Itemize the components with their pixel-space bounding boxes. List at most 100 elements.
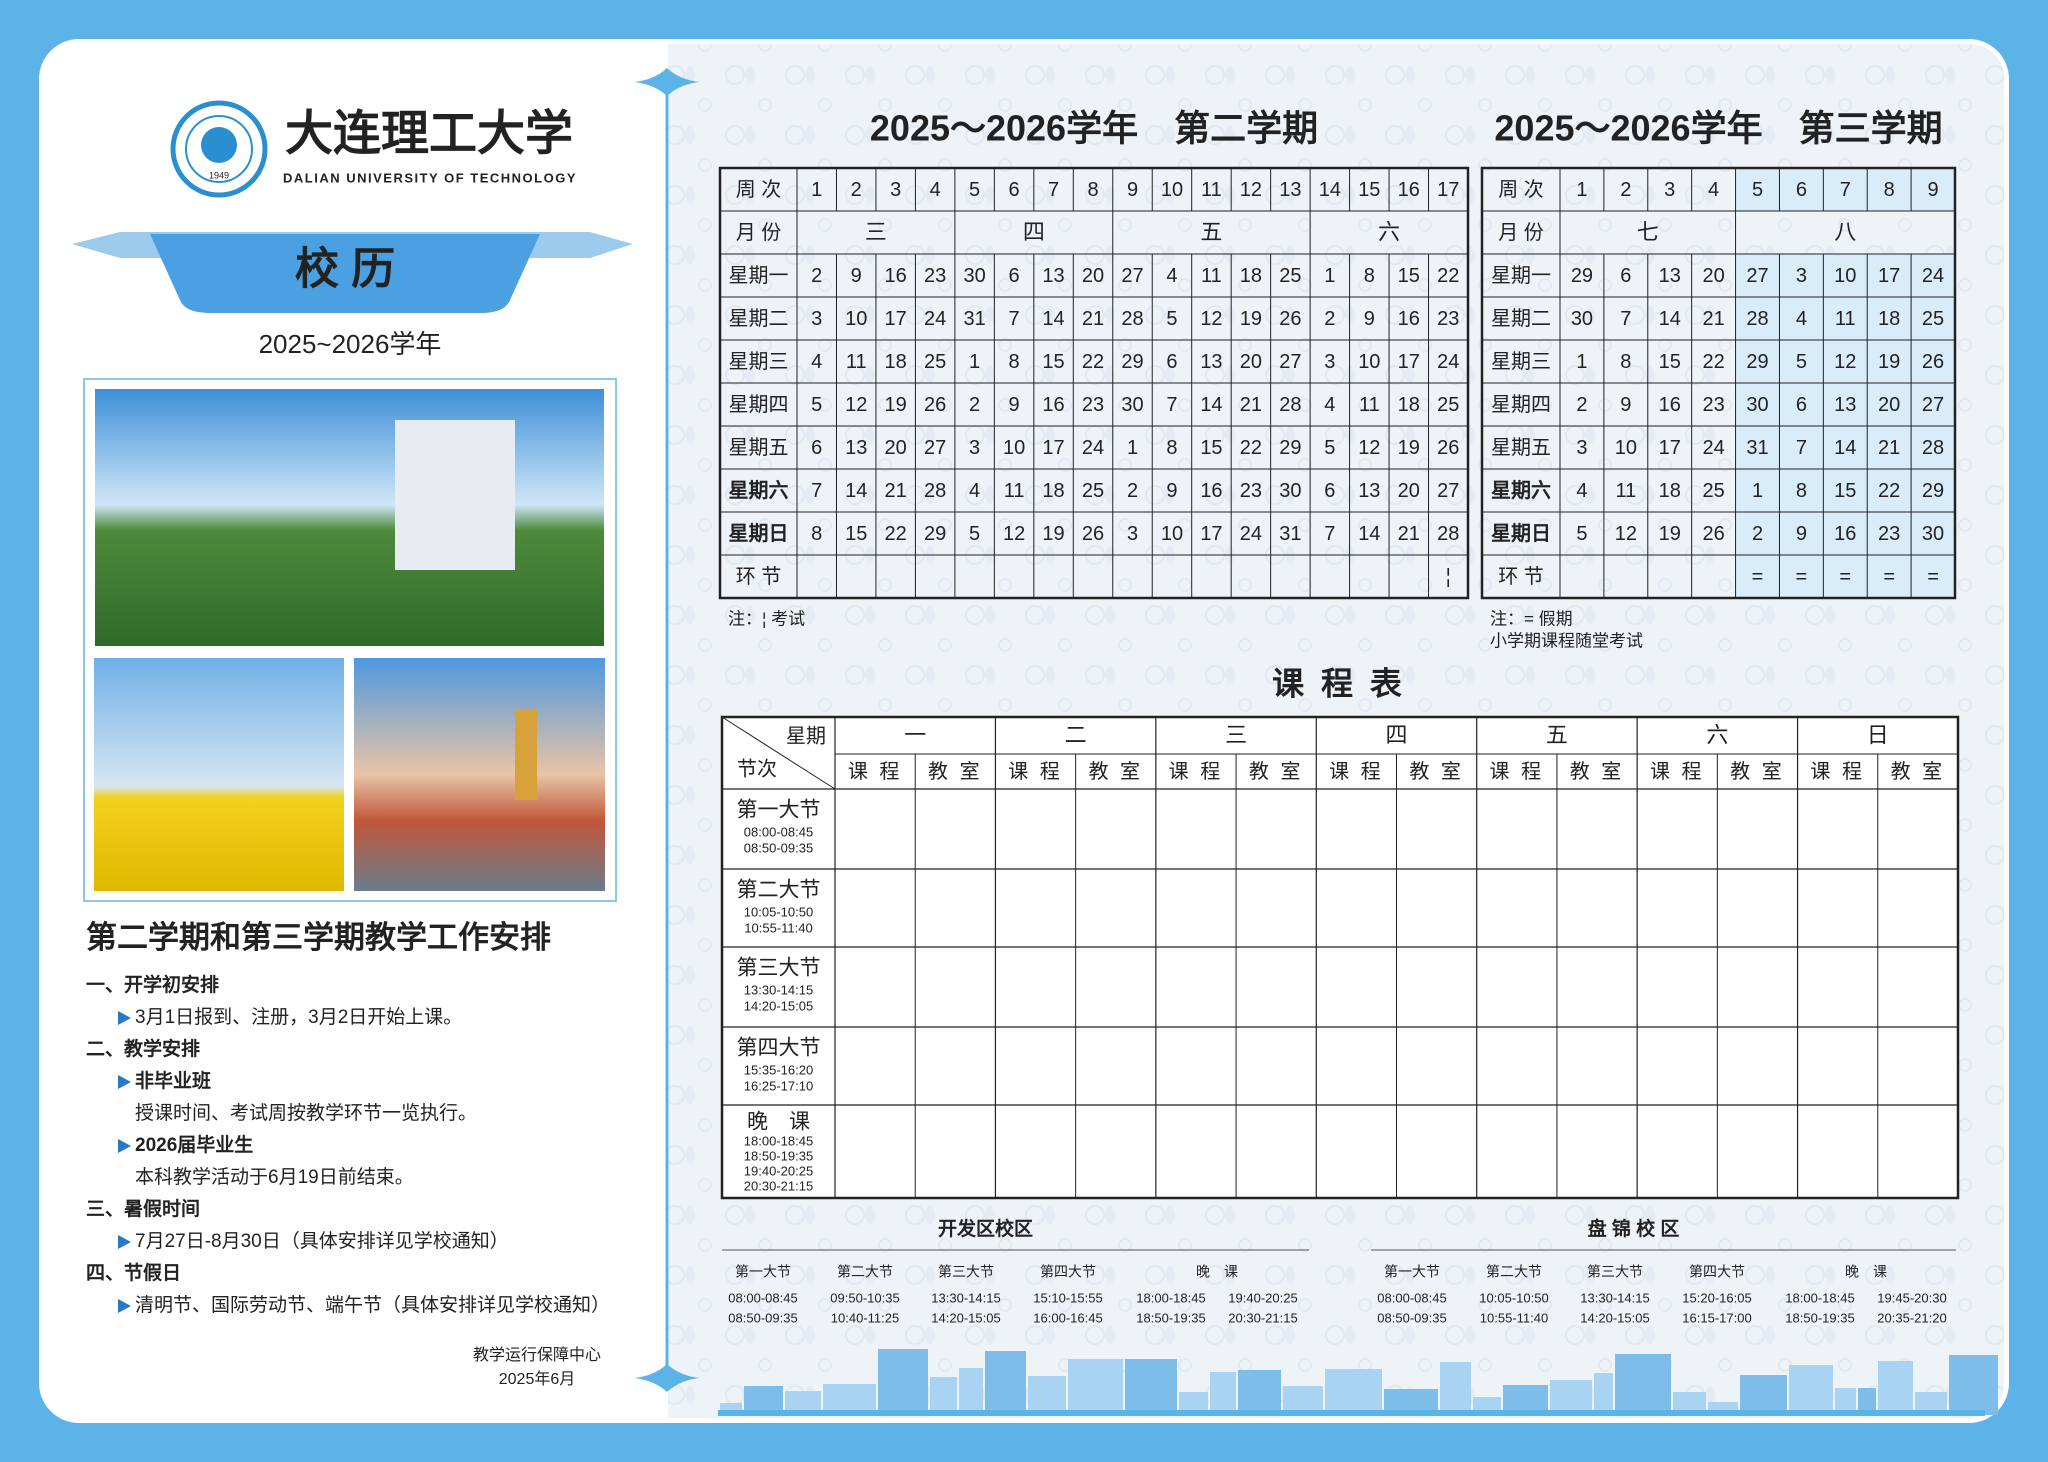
date: 24	[924, 308, 946, 330]
skyline-building	[1238, 1370, 1281, 1415]
date: 23	[1878, 523, 1900, 545]
date: 10	[845, 308, 867, 330]
period-time: 10:55-11:40	[744, 920, 812, 935]
date: 16	[885, 265, 907, 287]
day-name: 三	[1225, 722, 1247, 747]
room-label: 教 室	[1570, 760, 1625, 783]
campus-period: 第一大节	[735, 1264, 791, 1280]
date: 17	[1659, 437, 1681, 459]
date: 18	[1240, 265, 1262, 287]
date: 14	[1358, 523, 1380, 545]
date: 16	[1659, 394, 1681, 416]
period-time: 08:50-09:35	[744, 840, 813, 855]
date: 23	[1082, 394, 1104, 416]
room-label: 教 室	[1730, 760, 1785, 783]
date: 13	[1358, 480, 1380, 502]
calendar-heading: 2025～2026学年 第二学期	[870, 108, 1318, 149]
date: 6	[1009, 265, 1020, 287]
month-label: 月 份	[1498, 221, 1544, 244]
date: 8	[811, 523, 822, 545]
week-label: 周 次	[1498, 178, 1544, 201]
date: 29	[924, 523, 946, 545]
date: 31	[1279, 523, 1301, 545]
weekday-label: 星期六	[729, 479, 789, 502]
date: 22	[1082, 351, 1104, 373]
date: 15	[1659, 351, 1681, 373]
date: 4	[1166, 265, 1177, 287]
date: 25	[924, 351, 946, 373]
skyline-building	[1028, 1376, 1066, 1415]
arrangement-title: 第二学期和第三学期教学工作安排	[86, 920, 551, 955]
date: 19	[1659, 523, 1681, 545]
campus-time: 13:30-14:15	[931, 1290, 1000, 1305]
date: 28	[1279, 394, 1301, 416]
date: 11	[846, 351, 867, 373]
date: 3	[1324, 351, 1335, 373]
date: 20	[1702, 265, 1724, 287]
course-label: 课 程	[1169, 760, 1224, 783]
weekday-label: 星期二	[729, 308, 789, 330]
divider-ornament	[634, 68, 700, 96]
week-number: 8	[1884, 179, 1895, 201]
campus-time: 16:00-16:45	[1033, 1310, 1102, 1325]
date: 7	[811, 480, 822, 502]
date: 4	[969, 480, 980, 502]
date: 28	[1746, 308, 1768, 330]
week-number: 15	[1358, 179, 1380, 201]
room-label: 教 室	[1409, 760, 1464, 783]
date: 3	[969, 437, 980, 459]
arrangement-item: 7月27日-8月30日（具体安排详见学校通知）	[135, 1230, 509, 1252]
date: 25	[1279, 265, 1301, 287]
month-name: 五	[1200, 219, 1222, 244]
date: 9	[1620, 394, 1631, 416]
date: 27	[924, 437, 946, 459]
date: 30	[1746, 394, 1768, 416]
date: 31	[963, 308, 985, 330]
campus-name: 盘 锦 校 区	[1588, 1217, 1680, 1240]
date: 20	[1240, 351, 1262, 373]
date: 8	[1620, 351, 1631, 373]
date: 29	[1571, 265, 1593, 287]
period-name: 第四大节	[737, 1037, 821, 1060]
date: 2	[811, 265, 822, 287]
week-number: 9	[1927, 179, 1938, 201]
date: 7	[1620, 308, 1631, 330]
vacation-shade	[1867, 168, 1912, 211]
date: 27	[1922, 394, 1944, 416]
date: 1	[1752, 480, 1763, 502]
date: 23	[924, 265, 946, 287]
date: 30	[1571, 308, 1593, 330]
weekday-label: 星期五	[729, 437, 789, 459]
photo-tower	[354, 658, 605, 891]
date: 24	[1437, 351, 1459, 373]
date: 6	[811, 437, 822, 459]
date: 20	[1082, 265, 1104, 287]
room-label: 教 室	[1249, 760, 1304, 783]
week-number: 2	[851, 179, 862, 201]
arrangement-item: 清明节、国际劳动节、端午节（具体安排详见学校通知）	[135, 1294, 610, 1316]
weekday-label: 星期四	[1491, 394, 1551, 416]
session-label: 环 节	[1498, 565, 1544, 588]
ribbon-tab	[150, 234, 540, 313]
date: 3	[1127, 523, 1138, 545]
campus-period: 第二大节	[837, 1264, 893, 1280]
date: 12	[1615, 523, 1637, 545]
campus-period: 第三大节	[1587, 1264, 1643, 1280]
date: 4	[811, 351, 822, 373]
week-number: 16	[1398, 179, 1420, 201]
skyline-building	[1915, 1392, 1947, 1415]
session-mark: =	[1927, 566, 1939, 588]
date: 28	[1121, 308, 1143, 330]
date: 28	[1437, 523, 1459, 545]
room-label: 教 室	[1891, 760, 1946, 783]
date: 23	[1437, 308, 1459, 330]
period-time: 10:05-10:50	[744, 904, 813, 919]
date: 13	[1200, 351, 1222, 373]
date: 18	[1398, 394, 1420, 416]
date: 10	[1615, 437, 1637, 459]
arrangement-item: 非毕业班	[135, 1069, 211, 1092]
skyline-building	[878, 1349, 928, 1415]
bullet-arrow	[118, 1299, 131, 1313]
date: 9	[1364, 308, 1375, 330]
campus-period: 晚 课	[1196, 1264, 1238, 1280]
